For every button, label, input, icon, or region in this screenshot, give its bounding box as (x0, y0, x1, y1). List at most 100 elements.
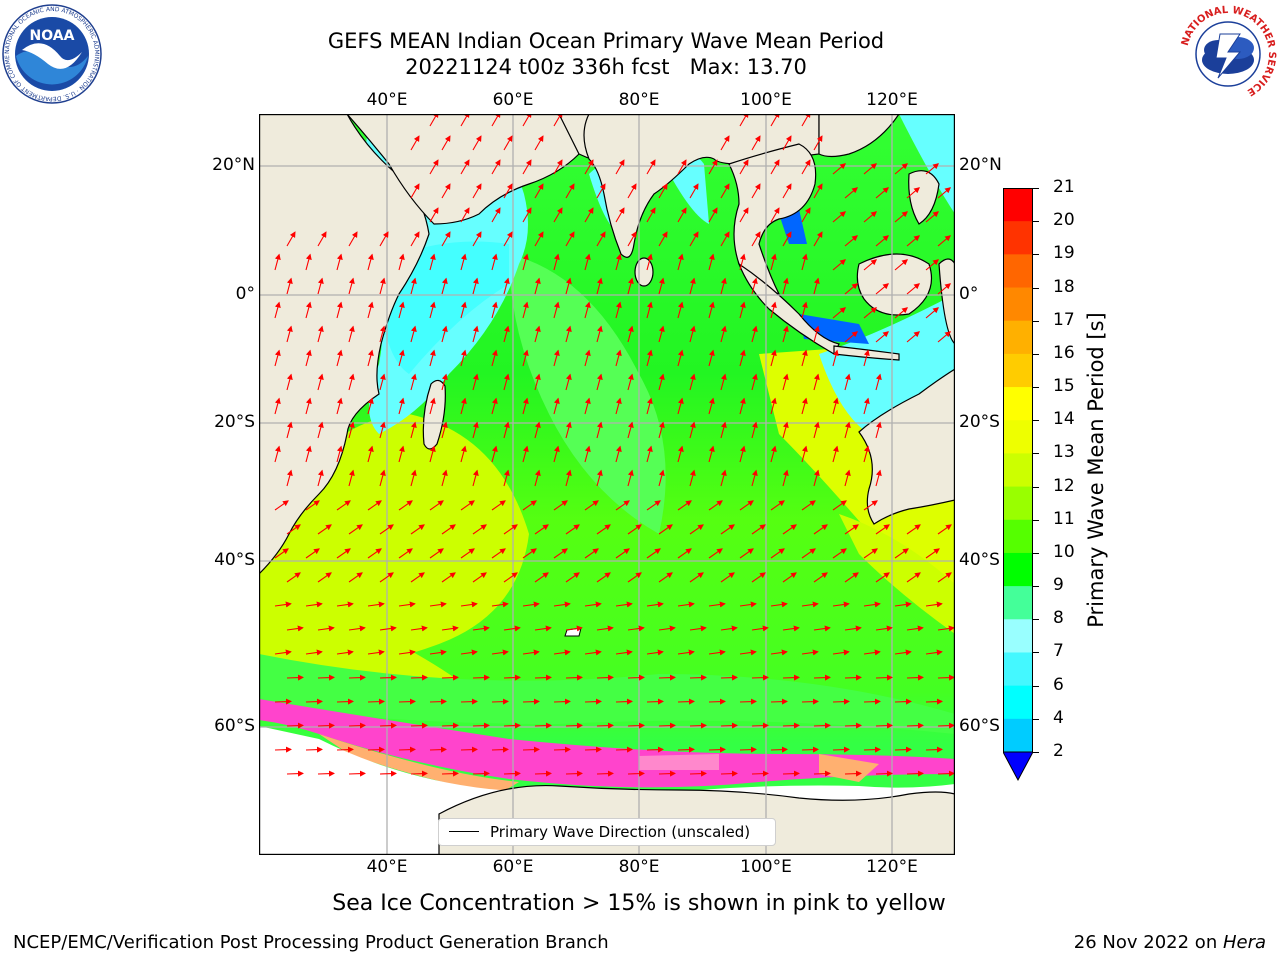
wave-direction-arrow (751, 469, 758, 487)
sea-ice-band (639, 754, 719, 770)
wave-direction-arrow (906, 283, 921, 295)
colorbar-tick-label: 9 (1053, 575, 1064, 596)
wave-direction-arrow (336, 649, 354, 656)
wave-direction-arrow (615, 207, 625, 223)
wave-direction-arrow (305, 397, 312, 415)
wave-direction-arrow (348, 373, 355, 391)
wave-direction-arrow (565, 231, 575, 247)
wave-direction-arrow (553, 445, 560, 463)
colorbar-swatch (1003, 254, 1033, 289)
wave-direction-arrow (782, 674, 800, 681)
lat-tick-left: 0° (235, 284, 255, 304)
wave-direction-arrow (875, 572, 890, 583)
wave-direction-arrow (689, 277, 696, 295)
wave-direction-arrow (553, 397, 560, 415)
wave-direction-arrow (348, 722, 366, 729)
wave-direction-arrow (491, 301, 498, 319)
wave-direction-arrow (441, 183, 451, 199)
wave-direction-arrow (677, 746, 695, 753)
wave-direction-arrow (627, 325, 634, 343)
lon-tick-bottom: 100°E (740, 857, 792, 877)
wave-direction-arrow (813, 572, 828, 583)
wave-direction-arrow (441, 325, 448, 343)
wave-direction-arrow (751, 183, 761, 199)
sea-ice-band (319, 734, 519, 794)
wave-direction-arrow (348, 421, 355, 439)
wave-direction-arrow (751, 625, 769, 632)
wave-direction-arrow (534, 469, 541, 487)
wave-direction-arrow (782, 277, 789, 295)
colorbar-tick-label: 6 (1053, 674, 1064, 695)
wave-direction-arrow (658, 674, 676, 681)
wave-direction-arrow (367, 349, 374, 367)
wave-direction-arrow (875, 722, 893, 729)
wave-direction-arrow (844, 373, 851, 391)
colorbar-swatch (1003, 652, 1033, 687)
wave-direction-arrow (472, 674, 490, 681)
wave-direction-arrow (720, 277, 727, 295)
wave-direction-arrow (925, 307, 940, 319)
wave-direction-arrow (503, 231, 513, 247)
wave-direction-arrow (832, 259, 847, 271)
colorbar-swatches (1002, 188, 1034, 782)
wave-direction-arrow (844, 331, 859, 343)
wave-direction-arrow (937, 625, 955, 632)
wave-direction-arrow (472, 469, 479, 487)
wave-direction-arrow (782, 770, 800, 777)
wave-direction-arrow (925, 211, 940, 223)
wave-direction-arrow (813, 770, 831, 777)
wave-direction-arrow (708, 301, 715, 319)
wave-direction-arrow (410, 469, 417, 487)
wave-direction-arrow (782, 231, 792, 247)
wave-direction-arrow (348, 231, 358, 247)
wave-direction-arrow (844, 524, 859, 535)
wave-direction-arrow (410, 524, 425, 535)
wave-direction-arrow (925, 649, 943, 656)
wave-direction-arrow (503, 770, 521, 777)
colorbar-tick-mark (1033, 552, 1039, 554)
wave-direction-arrow (522, 301, 529, 319)
wave-direction-arrow (348, 770, 366, 777)
wave-direction-arrow (584, 649, 602, 656)
wave-direction-arrow (317, 625, 335, 632)
lat-tick-right: 60°S (959, 716, 1000, 736)
wave-direction-arrow (410, 135, 420, 151)
wave-direction-arrow (367, 253, 374, 271)
wave-direction-arrow (720, 722, 738, 729)
lat-tick-left: 20°S (214, 412, 255, 432)
wave-direction-arrow (813, 469, 820, 487)
wave-direction-arrow (503, 135, 513, 151)
wave-direction-arrow (844, 187, 859, 199)
wave-direction-arrow (615, 548, 630, 559)
wave-direction-arrow (441, 722, 459, 729)
wave-direction-arrow (336, 548, 351, 559)
wave-direction-arrow (317, 524, 332, 535)
wave-direction-arrow (646, 159, 656, 175)
colorbar-swatch (1003, 486, 1033, 521)
wave-direction-arrow (906, 524, 921, 535)
colorbar-tick-label: 17 (1053, 309, 1075, 330)
wave-direction-arrow (398, 445, 405, 463)
wave-direction-arrow (832, 397, 839, 415)
colorbar-tick-label: 19 (1053, 243, 1075, 264)
wave-direction-arrow (305, 649, 323, 656)
wave-direction-arrow (491, 698, 509, 705)
wave-direction-arrow (689, 469, 696, 487)
wave-direction-arrow (584, 301, 591, 319)
wave-direction-arrow (844, 572, 859, 583)
wave-direction-arrow (286, 572, 301, 583)
borneo-land (856, 253, 933, 316)
wave-direction-arrow (565, 524, 580, 535)
wave-direction-arrow (689, 183, 699, 199)
wave-direction-arrow (658, 524, 673, 535)
wave-direction-arrow (813, 373, 820, 391)
wave-direction-arrow (522, 548, 537, 559)
wave-direction-arrow (677, 698, 695, 705)
wave-direction-arrow (615, 445, 622, 463)
wave-direction-arrow (565, 722, 583, 729)
wave-direction-arrow (627, 674, 645, 681)
wave-direction-arrow (491, 253, 498, 271)
wave-direction-arrow (553, 301, 560, 319)
legend-label: Primary Wave Direction (unscaled) (490, 823, 751, 841)
wave-direction-arrow (937, 770, 955, 777)
